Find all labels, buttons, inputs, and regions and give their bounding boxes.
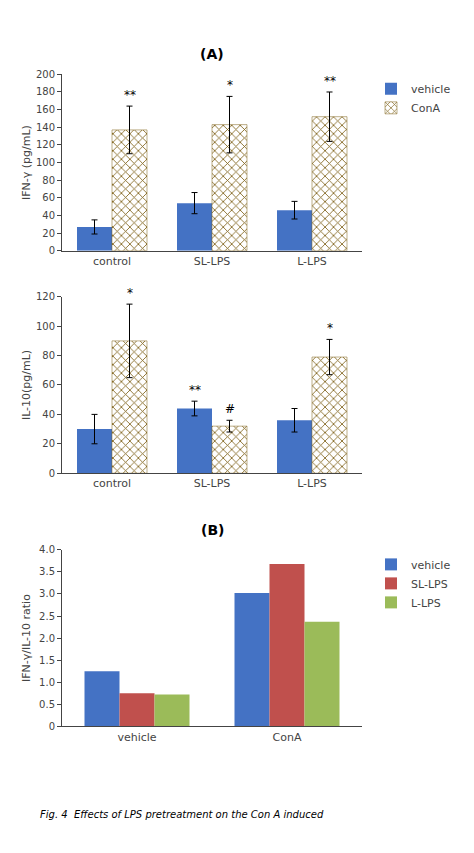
svg-text:80: 80: [42, 175, 55, 186]
svg-text:*: *: [327, 321, 333, 335]
svg-text:IFN-γ/IL-10 ratio: IFN-γ/IL-10 ratio: [20, 594, 33, 682]
svg-text:200: 200: [36, 69, 55, 80]
svg-text:0.5: 0.5: [39, 699, 55, 710]
svg-text:100: 100: [36, 157, 55, 168]
svg-text:40: 40: [42, 210, 55, 221]
svg-text:vehicle: vehicle: [117, 731, 156, 744]
svg-text:ConA: ConA: [411, 102, 440, 115]
svg-text:vehicle: vehicle: [411, 559, 450, 572]
svg-text:0: 0: [49, 245, 55, 256]
svg-text:**: **: [124, 88, 136, 102]
svg-text:**: **: [324, 74, 336, 88]
svg-text:IFN-γ (pg/mL): IFN-γ (pg/mL): [20, 125, 33, 200]
svg-text:#: #: [225, 402, 235, 416]
svg-text:Fig. 4 Effects of LPS pretrea: Fig. 4 Effects of LPS pretreatment on th…: [40, 809, 324, 820]
svg-text:**: **: [189, 383, 201, 397]
svg-text:(A): (A): [200, 46, 224, 62]
svg-text:L-LPS: L-LPS: [411, 597, 441, 610]
svg-text:80: 80: [42, 350, 55, 361]
svg-text:20: 20: [42, 438, 55, 449]
svg-text:IL-10(pg/mL): IL-10(pg/mL): [20, 350, 33, 420]
svg-text:160: 160: [36, 104, 55, 115]
svg-text:3.0: 3.0: [39, 588, 55, 599]
svg-text:SL-LPS: SL-LPS: [194, 477, 231, 490]
svg-text:control: control: [93, 477, 131, 490]
svg-text:40: 40: [42, 409, 55, 420]
svg-text:*: *: [127, 286, 133, 300]
svg-text:vehicle: vehicle: [411, 83, 450, 96]
svg-text:control: control: [93, 255, 131, 268]
svg-text:3.5: 3.5: [39, 566, 55, 577]
svg-text:60: 60: [42, 379, 55, 390]
svg-text:4.0: 4.0: [39, 544, 55, 555]
svg-text:100: 100: [36, 321, 55, 332]
svg-text:1.0: 1.0: [39, 677, 55, 688]
svg-text:*: *: [227, 78, 233, 92]
svg-text:ConA: ConA: [273, 731, 302, 744]
svg-text:(B): (B): [201, 522, 224, 538]
svg-text:1.5: 1.5: [39, 655, 55, 666]
svg-text:20: 20: [42, 228, 55, 239]
svg-text:2.5: 2.5: [39, 611, 55, 622]
svg-text:60: 60: [42, 192, 55, 203]
svg-text:SL-LPS: SL-LPS: [194, 255, 231, 268]
svg-text:L-LPS: L-LPS: [297, 255, 327, 268]
svg-text:180: 180: [36, 86, 55, 97]
svg-text:SL-LPS: SL-LPS: [411, 578, 448, 591]
svg-text:0: 0: [49, 721, 55, 732]
svg-text:120: 120: [36, 139, 55, 150]
svg-text:L-LPS: L-LPS: [297, 477, 327, 490]
svg-text:2.0: 2.0: [39, 633, 55, 644]
svg-text:140: 140: [36, 122, 55, 133]
svg-text:120: 120: [36, 291, 55, 302]
svg-text:0: 0: [49, 468, 55, 479]
